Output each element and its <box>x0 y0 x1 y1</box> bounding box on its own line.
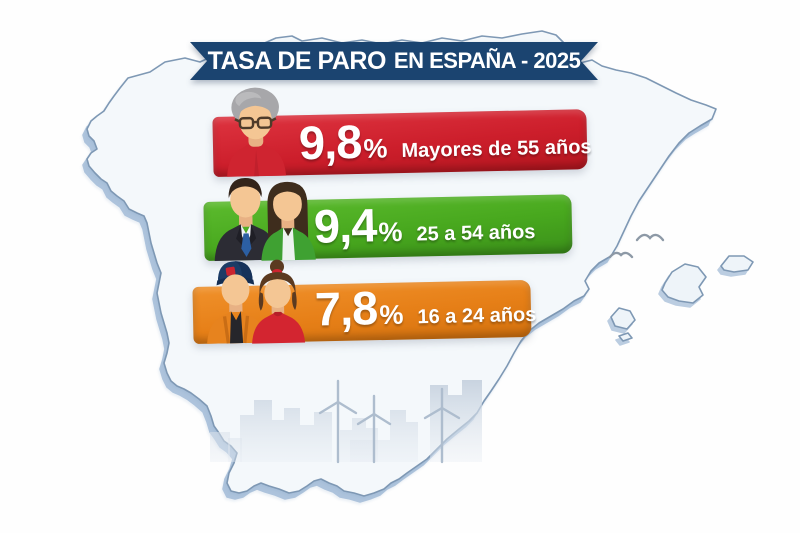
percent-sign: % <box>379 299 404 331</box>
age-group-label: Mayores de 55 años <box>401 136 592 163</box>
unemployment-value: 7,8 <box>314 281 378 336</box>
balearic-islands <box>610 255 754 342</box>
adult-woman-icon <box>261 181 316 261</box>
title-banner-ribbon: TASA DE PARO EN ESPAÑA - 2025 <box>190 42 598 80</box>
wind-turbine-icon <box>318 379 461 464</box>
page-title-main: TASA DE PARO <box>207 46 386 75</box>
age-group-label: 25 a 54 años <box>416 221 536 246</box>
unemployment-value: 9,8 <box>298 114 362 170</box>
percent-sign: % <box>378 216 403 248</box>
page-title-year: EN ESPAÑA - 2025 <box>393 48 581 73</box>
bar-25-54: 9,4% 25 a 54 años <box>203 178 573 261</box>
seagull-icon <box>608 233 665 259</box>
bar-mayores-55: 9,8% Mayores de 55 años <box>212 87 592 177</box>
age-group-label: 16 a 24 años <box>417 303 537 329</box>
elderly-woman-icon <box>227 87 287 177</box>
young-woman-icon <box>252 259 306 344</box>
unemployment-value: 9,4 <box>313 198 377 253</box>
title-banner: TASA DE PARO EN ESPAÑA - 2025 <box>190 42 598 80</box>
city-skyline <box>210 380 482 462</box>
bar-text-mayores-55: 9,8% Mayores de 55 años <box>298 113 592 170</box>
young-man-icon <box>207 261 267 344</box>
bar-16-24: 7,8% 16 a 24 años <box>192 259 537 344</box>
bar-text-25-54: 9,4% 25 a 54 años <box>313 198 536 253</box>
bar-text-16-24: 7,8% 16 a 24 años <box>314 281 537 336</box>
percent-sign: % <box>363 133 388 164</box>
